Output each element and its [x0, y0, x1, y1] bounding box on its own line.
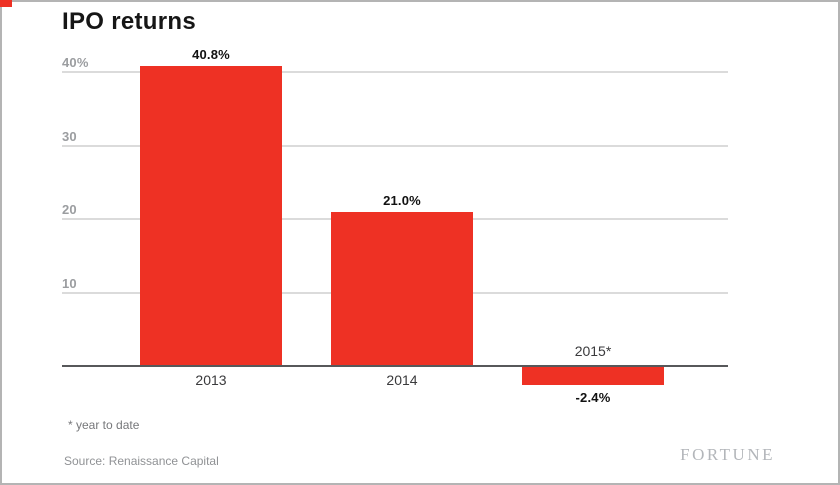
- x-axis-line: [62, 365, 728, 367]
- gridline-40: [62, 71, 728, 73]
- bar-2014: [331, 212, 473, 366]
- gridline-30: [62, 145, 728, 147]
- y-tick-label: 30: [62, 129, 77, 144]
- x-category-label: 2013: [195, 372, 227, 388]
- x-category-label: 2014: [386, 372, 418, 388]
- bar-value-label: -2.4%: [575, 390, 611, 405]
- bar-value-label: 40.8%: [192, 47, 230, 62]
- bar-value-label: 21.0%: [383, 193, 421, 208]
- chart-title: IPO returns: [62, 8, 196, 35]
- fortune-logo: FORTUNE: [680, 445, 775, 464]
- y-tick-label: 10: [62, 276, 77, 291]
- footnote: * year to date: [68, 418, 140, 432]
- red-corner-mark: [0, 0, 12, 7]
- y-tick-label: 20: [62, 202, 77, 217]
- bar-2013: [140, 66, 282, 366]
- y-tick-label: 40%: [62, 55, 89, 70]
- bar-2015: [522, 367, 664, 385]
- x-category-label: 2015*: [574, 343, 612, 359]
- source-credit: Source: Renaissance Capital: [64, 454, 219, 468]
